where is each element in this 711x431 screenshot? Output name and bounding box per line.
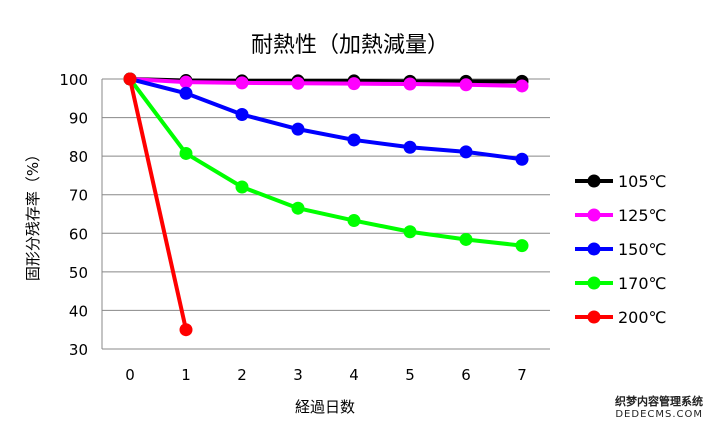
y-tick-label: 40: [69, 302, 88, 320]
data-point: [459, 78, 473, 92]
y-tick-label: 100: [59, 71, 88, 89]
y-tick-label: 70: [69, 187, 88, 205]
legend-item: 105℃: [575, 172, 667, 191]
x-tick-label: 6: [461, 366, 471, 384]
data-point: [459, 232, 473, 246]
data-point: [179, 86, 193, 100]
legend-item: 150℃: [575, 240, 667, 259]
legend-marker: [587, 174, 601, 188]
data-point: [179, 146, 193, 160]
data-point: [403, 140, 417, 154]
data-point: [235, 107, 249, 121]
watermark-line1: 织梦内容管理系统: [615, 395, 703, 408]
x-tick-label: 1: [181, 366, 191, 384]
data-point: [179, 323, 193, 337]
x-axis-label: 経過日数: [295, 398, 355, 416]
data-point: [347, 77, 361, 91]
watermark: 织梦内容管理系统 DEDECMS.COM: [615, 395, 703, 421]
series-line: [128, 78, 188, 331]
legend-item: 170℃: [575, 274, 667, 293]
data-point: [123, 72, 137, 86]
data-point: [459, 145, 473, 159]
legend-marker: [587, 242, 601, 256]
data-point: [291, 76, 305, 90]
data-point: [347, 214, 361, 228]
grid: [102, 78, 550, 311]
data-point: [515, 79, 529, 93]
data-point: [403, 77, 417, 91]
y-tick-label: 30: [69, 341, 88, 359]
data-point: [291, 201, 305, 215]
data-point: [235, 180, 249, 194]
y-tick-label: 80: [69, 148, 88, 166]
legend-item: 125℃: [575, 206, 667, 225]
legend: 105℃ 125℃ 150℃ 170℃ 200℃: [575, 172, 667, 327]
data-point: [515, 152, 529, 166]
data-point: [235, 76, 249, 90]
legend-marker: [587, 208, 601, 222]
y-axis-label: 固形分残存率（%）: [24, 147, 42, 281]
series-line: [128, 77, 523, 248]
x-tick-label: 2: [237, 366, 247, 384]
y-tick-label: 50: [69, 264, 88, 282]
legend-marker: [587, 310, 601, 324]
legend-label: 125℃: [618, 206, 667, 225]
watermark-line2: DEDECMS.COM: [615, 409, 703, 420]
chart-title: 耐熱性（加熱減量）: [251, 33, 449, 58]
legend-label: 105℃: [618, 172, 667, 191]
y-tick-label: 90: [69, 110, 88, 128]
data-point: [179, 75, 193, 89]
series-line: [129, 77, 523, 88]
legend-label: 170℃: [618, 274, 667, 293]
legend-item: 200℃: [575, 308, 667, 327]
x-tick-label: 4: [349, 366, 359, 384]
data-point: [515, 239, 529, 253]
x-tick-label: 7: [517, 366, 527, 384]
series-line: [129, 77, 523, 162]
data-point: [347, 133, 361, 147]
x-tick-label: 0: [125, 366, 135, 384]
y-tick-label: 60: [69, 225, 88, 243]
data-point: [291, 122, 305, 136]
data-point: [403, 225, 417, 239]
legend-label: 200℃: [618, 308, 667, 327]
series-4: [123, 72, 193, 337]
axes: 30 40 50 60 70 80 90 100 0 1 2 3 4 5 6 7: [59, 71, 550, 384]
series-layer: [123, 72, 529, 337]
legend-marker: [587, 276, 601, 290]
legend-label: 150℃: [618, 240, 667, 259]
x-tick-label: 3: [293, 366, 303, 384]
x-tick-label: 5: [405, 366, 415, 384]
